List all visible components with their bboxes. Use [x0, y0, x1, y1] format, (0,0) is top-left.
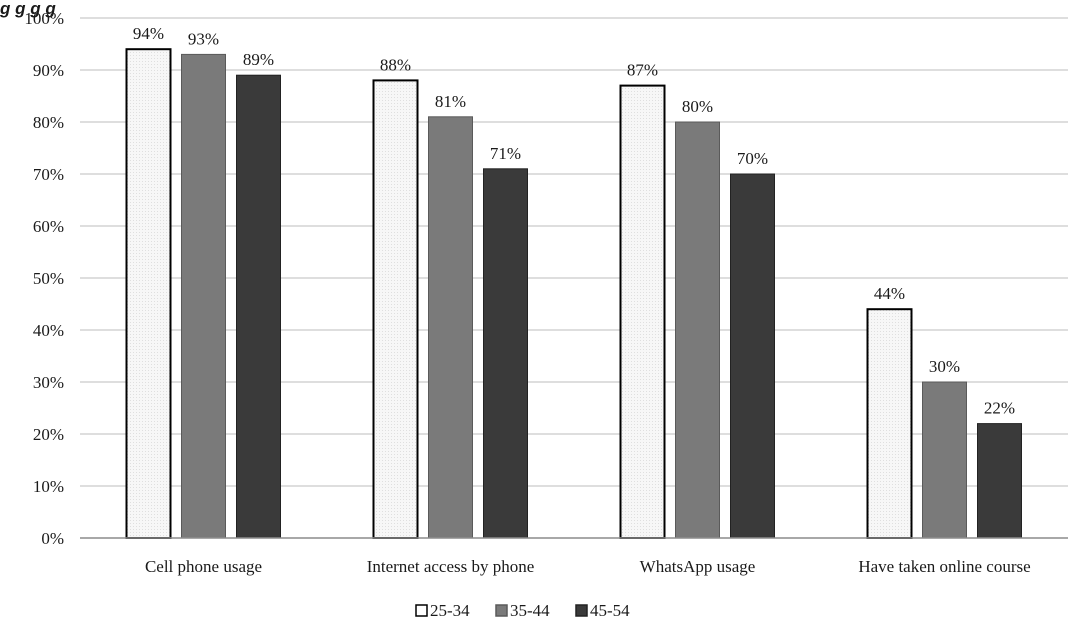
- y-tick-label: 50%: [33, 269, 64, 288]
- bar-45-54-1: [483, 168, 528, 539]
- data-label: 88%: [380, 55, 411, 74]
- legend-swatch: [415, 604, 428, 617]
- data-label: 44%: [874, 284, 905, 303]
- data-label: 87%: [627, 61, 658, 80]
- x-category-label: WhatsApp usage: [640, 557, 756, 576]
- legend: 25-34 35-44 45-54: [415, 601, 630, 620]
- y-tick-label: 20%: [33, 425, 64, 444]
- data-label: 94%: [133, 24, 164, 43]
- legend-entry: 45-54: [590, 601, 630, 620]
- data-label: 93%: [188, 29, 219, 48]
- bar-series: 94% 93% 89% 88% 81% 71% 87% 80% 70% 44% 30% 22%: [125, 24, 1022, 540]
- x-category-label: Have taken online course: [858, 557, 1030, 576]
- data-label: 71%: [490, 144, 521, 163]
- y-tick-label: 90%: [33, 61, 64, 80]
- y-tick-label: 80%: [33, 113, 64, 132]
- y-tick-label: 0%: [41, 529, 64, 548]
- bar-35-44-3: [922, 381, 967, 539]
- x-axis: Cell phone usage Internet access by phone…: [80, 537, 1068, 576]
- y-tick-label: 70%: [33, 165, 64, 184]
- legend-entry: 25-34: [430, 601, 470, 620]
- bar-25-34-3: [866, 308, 913, 540]
- bar-35-44-1: [428, 116, 473, 539]
- bar-45-54-3: [977, 423, 1022, 539]
- y-tick-label: 40%: [33, 321, 64, 340]
- legend-swatch: [495, 604, 508, 617]
- data-label: 30%: [929, 357, 960, 376]
- y-tick-label: 100%: [24, 9, 64, 28]
- data-label: 70%: [737, 149, 768, 168]
- bar-45-54-2: [730, 173, 775, 539]
- y-tick-label: 30%: [33, 373, 64, 392]
- bar-35-44-2: [675, 121, 720, 539]
- bar-25-34-0: [125, 48, 172, 539]
- data-label: 80%: [682, 97, 713, 116]
- bar-25-34-1: [372, 79, 419, 540]
- data-label: 89%: [243, 50, 274, 69]
- bar-35-44-0: [181, 53, 226, 539]
- y-axis: 0% 10% 20% 30% 40% 50% 60% 70% 80% 90% 100%: [24, 9, 64, 548]
- legend-entry: 35-44: [510, 601, 550, 620]
- bar-45-54-0: [236, 74, 281, 539]
- legend-swatch: [575, 604, 588, 617]
- chart-title-fragment: g g g g: [0, 0, 56, 18]
- data-label: 22%: [984, 399, 1015, 418]
- data-label: 81%: [435, 92, 466, 111]
- bar-25-34-2: [619, 84, 666, 539]
- y-tick-label: 60%: [33, 217, 64, 236]
- y-tick-label: 10%: [33, 477, 64, 496]
- gridlines: [80, 17, 1068, 487]
- x-category-label: Internet access by phone: [367, 557, 535, 576]
- x-category-label: Cell phone usage: [145, 557, 262, 576]
